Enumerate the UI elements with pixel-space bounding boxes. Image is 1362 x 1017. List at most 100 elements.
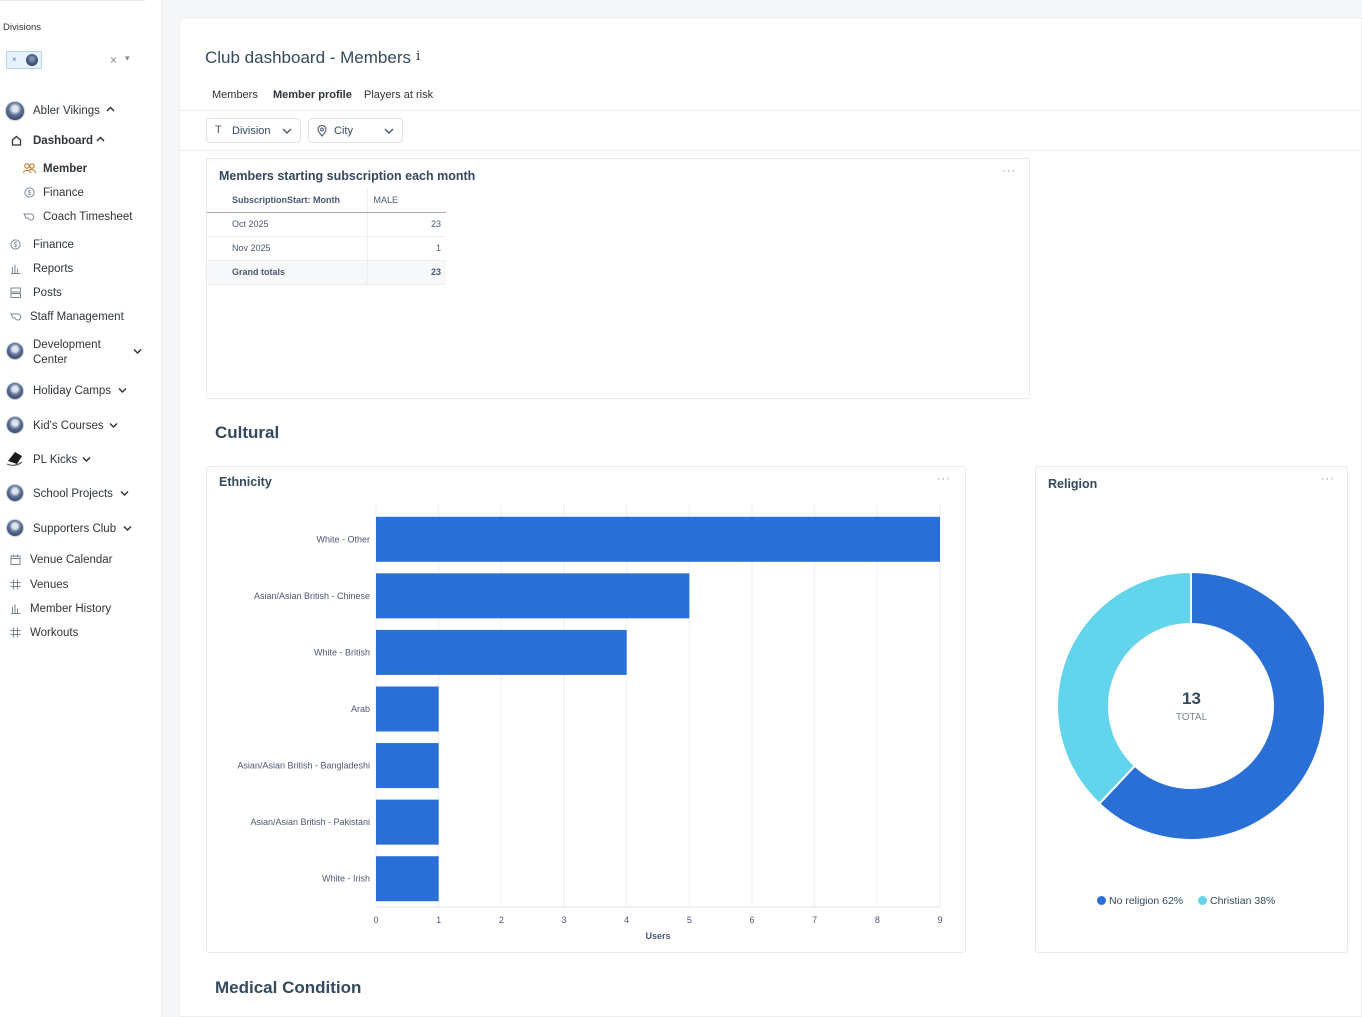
x-tick-label: 1: [436, 915, 441, 925]
ethnicity-bar-chart: 0 1 2 3 4 5 6 7 8 9 White - Other Asian/Asian Briti…: [237, 503, 943, 941]
sidebar-item-label: Posts: [33, 287, 62, 299]
city-filter[interactable]: City: [308, 118, 403, 143]
religion-donut-chart: [1056, 570, 1326, 841]
divisions-label: Divisions: [3, 22, 42, 33]
sidebar-item-label: Staff Management: [30, 311, 124, 323]
club-crest-icon: [6, 342, 24, 360]
hash-icon: [10, 627, 21, 638]
row-label: Nov 2025: [207, 236, 367, 261]
x-tick-label: 0: [373, 915, 378, 925]
posts-icon: [10, 287, 21, 298]
legend-label: Christian 38%: [1210, 895, 1276, 907]
tab-players-at-risk[interactable]: Players at risk: [364, 89, 434, 101]
sidebar-item-label: Finance: [43, 187, 84, 199]
club-crest-icon: [6, 416, 24, 434]
dashboard-card: Club dashboard - Members i Members Membe…: [179, 17, 1362, 1017]
row-label: Oct 2025: [207, 212, 367, 237]
sidebar-item-label: Venue Calendar: [30, 554, 113, 566]
page-title: Club dashboard - Members: [205, 48, 411, 67]
sidebar-item-label: PL Kicks: [33, 454, 78, 466]
x-tick-label: 5: [687, 915, 692, 925]
x-tick-label: 4: [624, 915, 629, 925]
club-crest-icon: [6, 484, 24, 502]
info-icon[interactable]: i: [416, 49, 421, 64]
x-axis-label: Users: [645, 931, 670, 941]
sidebar-item-label: Finance: [33, 239, 74, 251]
tab-member-profile[interactable]: Member profile: [273, 89, 352, 101]
division-filter-label: Division: [232, 125, 271, 137]
sidebar-item-label: Dashboard: [33, 135, 94, 147]
column-header[interactable]: SubscriptionStart: Month: [207, 188, 367, 213]
sidebar-item-label: Member History: [30, 603, 112, 615]
sidebar-item-label: Abler Vikings: [33, 105, 100, 117]
chevron-down-icon: [133, 348, 142, 355]
bar-chart-icon: [11, 604, 21, 614]
tab-members[interactable]: Members: [212, 89, 258, 101]
sidebar-item-label-line2: Center: [33, 354, 68, 366]
panel-title: Ethnicity: [219, 475, 272, 489]
y-tick-label: White - Other: [316, 534, 370, 544]
y-tick-label: White - Irish: [322, 874, 370, 884]
donut-total-value: 13: [1182, 689, 1201, 708]
subscription-panel: Members starting subscription each month…: [206, 158, 1030, 399]
svg-text:$: $: [14, 242, 18, 249]
location-pin-icon: [317, 125, 327, 137]
chevron-down-icon: [120, 490, 129, 497]
chevron-down-icon: [123, 525, 132, 532]
donut-slice: [1056, 570, 1192, 806]
x-tick-label: 3: [561, 915, 566, 925]
home-icon: [11, 135, 22, 146]
sidebar-item-label: Coach Timesheet: [43, 211, 133, 223]
sidebar-item-label: Holiday Camps: [33, 385, 111, 397]
division-filter[interactable]: T Division: [206, 118, 301, 143]
more-options-icon[interactable]: ···: [1002, 165, 1016, 177]
bar: [376, 799, 439, 845]
bar: [376, 743, 439, 789]
row-value: 23: [366, 260, 446, 285]
sidebar-item-label: Reports: [33, 263, 74, 275]
table-row: Oct 2025 23: [207, 212, 446, 237]
subscription-pivot-table: SubscriptionStart: Month MALE Oct 2025 2…: [207, 188, 446, 285]
chevron-down-icon: [384, 128, 394, 134]
legend-label: No religion 62%: [1109, 895, 1184, 907]
clear-icon[interactable]: ×: [110, 53, 118, 67]
row-label: Grand totals: [207, 260, 367, 285]
sidebar: Divisions × × ▾ Abler Vikings Dashboard …: [0, 0, 162, 1017]
row-value: 1: [366, 236, 446, 261]
section-title-medical-condition: Medical Condition: [215, 978, 362, 997]
column-header[interactable]: MALE: [366, 188, 446, 213]
legend-item[interactable]: No religion 62%: [1097, 895, 1183, 907]
chip-remove-icon[interactable]: ×: [12, 55, 17, 64]
x-tick-label: 9: [937, 915, 942, 925]
x-tick-label: 8: [875, 915, 880, 925]
sidebar-item-label: School Projects: [33, 488, 113, 500]
club-crest-icon: [26, 54, 38, 66]
chevron-down-icon: [82, 456, 91, 463]
bar-chart-icon: [11, 264, 21, 274]
chevron-down-icon: [118, 387, 127, 394]
bar: [376, 856, 439, 902]
panel-title: Members starting subscription each month: [219, 169, 476, 183]
chevron-down-icon: [109, 422, 118, 429]
sidebar-item-label: Kid's Courses: [33, 420, 104, 432]
sidebar-item-label-line1: Development: [33, 339, 101, 351]
club-crest-icon: [6, 519, 24, 537]
hash-icon: [10, 579, 21, 590]
legend-item[interactable]: Christian 38%: [1198, 895, 1275, 907]
sidebar-item-label: Supporters Club: [33, 523, 117, 535]
y-tick-label: Asian/Asian British - Bangladeshi: [237, 761, 370, 771]
more-options-icon[interactable]: ···: [937, 473, 951, 485]
more-options-icon[interactable]: ···: [1321, 473, 1335, 485]
dropdown-caret-icon[interactable]: ▾: [125, 53, 130, 63]
pl-kicks-logo-icon: [6, 452, 23, 466]
sidebar-top-divider: [0, 0, 145, 1]
division-chip[interactable]: ×: [6, 51, 42, 69]
text-type-icon: T: [215, 124, 222, 136]
y-tick-label: White - British: [314, 647, 370, 657]
section-title-cultural: Cultural: [215, 423, 280, 442]
dollar-icon: $: [10, 239, 21, 250]
bar: [376, 686, 439, 732]
sidebar-item-label: Venues: [30, 579, 69, 591]
svg-text:$: $: [28, 190, 32, 197]
divisions-select[interactable]: × × ▾: [5, 50, 143, 70]
